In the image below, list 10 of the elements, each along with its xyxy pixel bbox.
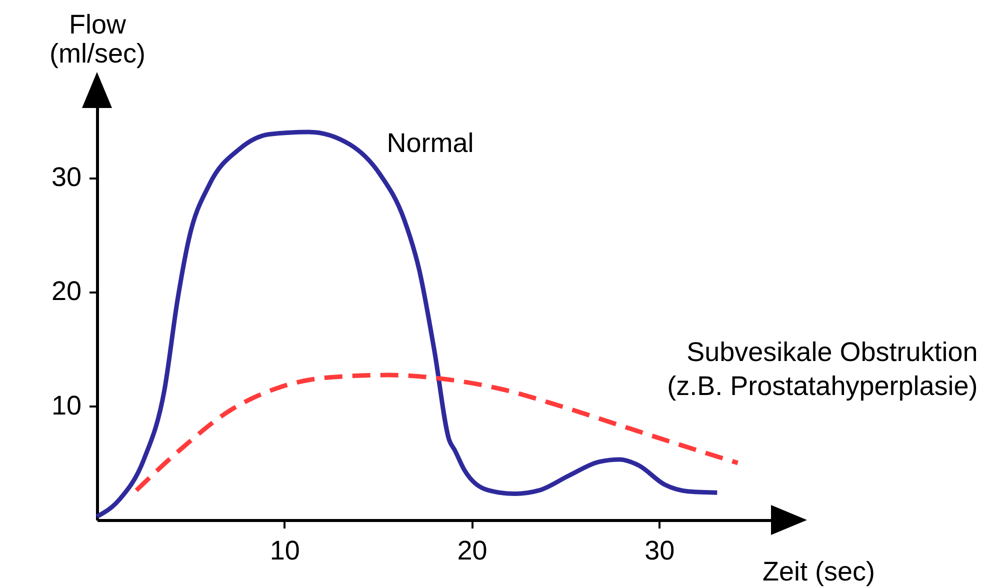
x-tick-label: 10	[270, 536, 300, 566]
x-axis-title: Zeit (sec)	[762, 556, 876, 586]
y-tick-label: 20	[51, 276, 82, 306]
series-label: Subvesikale Obstruktion (z.B. Prostatahyperplasie)	[667, 336, 978, 401]
y-axis-title: Flow (ml/sec)	[50, 10, 146, 68]
x-tick-label: 30	[644, 536, 675, 566]
series-label: Normal	[386, 128, 474, 158]
y-tick-label: 10	[51, 390, 82, 420]
x-tick-label: 20	[457, 536, 488, 566]
y-tick-label: 30	[51, 162, 82, 192]
